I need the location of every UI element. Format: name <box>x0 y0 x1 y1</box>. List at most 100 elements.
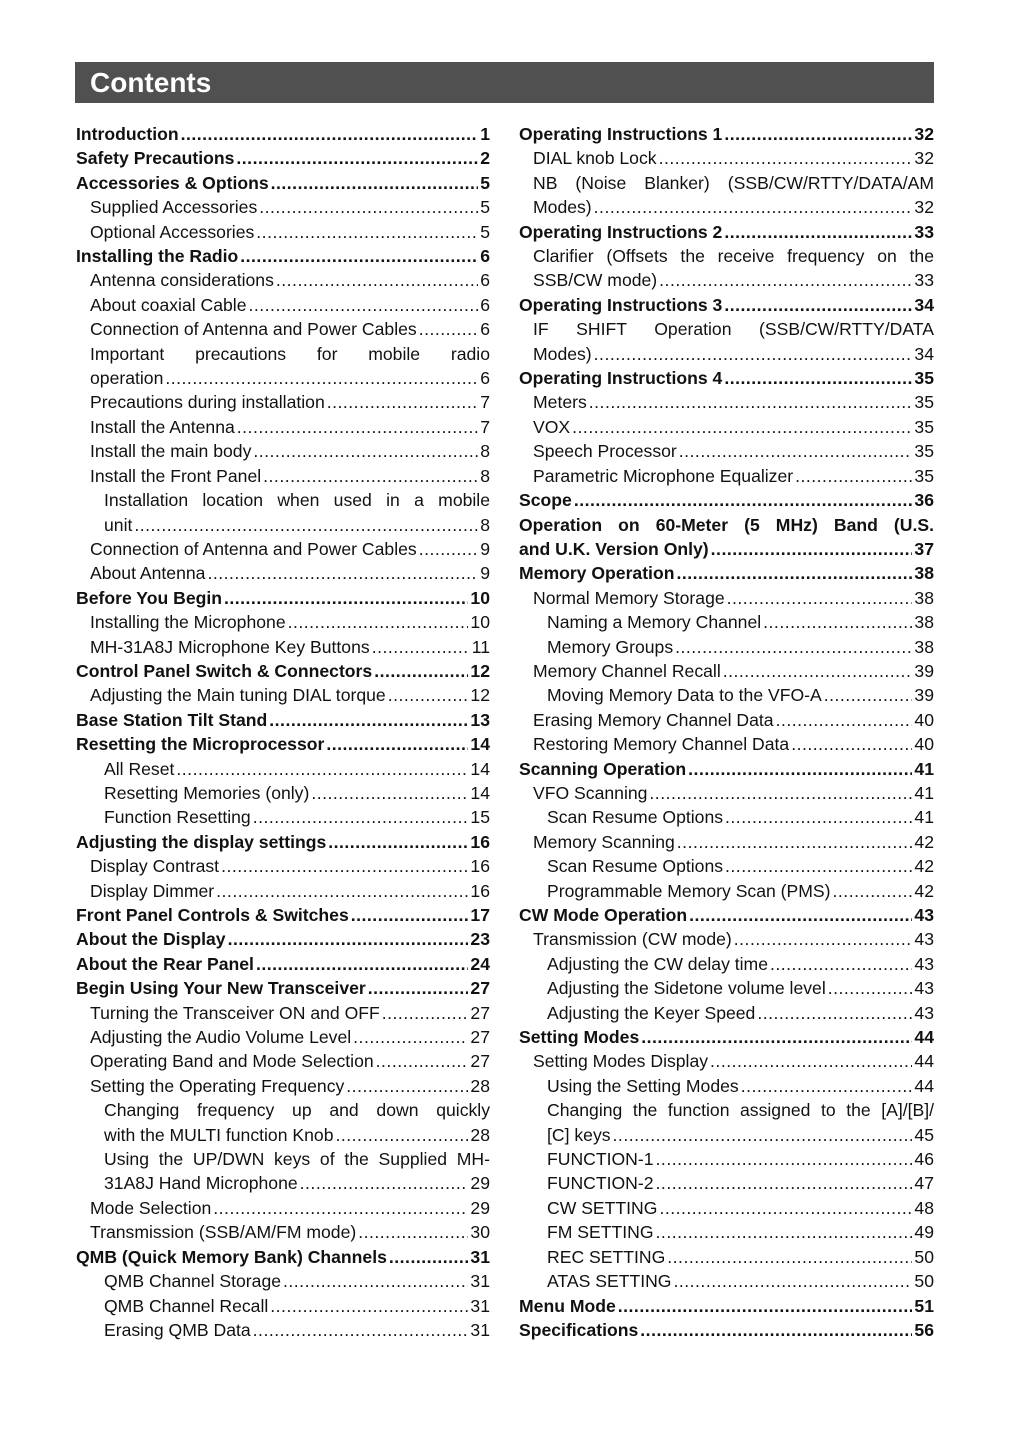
toc-entry[interactable]: Supplied Accessories 5 <box>76 195 490 219</box>
toc-entry[interactable]: FUNCTION-1 46 <box>519 1147 934 1171</box>
toc-entry[interactable]: Using the UP/DWN keys of the Supplied MH… <box>76 1147 490 1196</box>
toc-entry-line: Resetting the Microprocessor 14 <box>76 732 490 756</box>
toc-entry[interactable]: Transmission (CW mode) 43 <box>519 927 934 951</box>
toc-entry[interactable]: Naming a Memory Channel 38 <box>519 610 934 634</box>
toc-entry[interactable]: Installation location when used in a mob… <box>76 488 490 537</box>
toc-entry[interactable]: Scope 36 <box>519 488 934 512</box>
toc-page-number: 9 <box>480 538 490 559</box>
toc-entry[interactable]: Before You Begin 10 <box>76 586 490 610</box>
toc-entry[interactable]: Adjusting the CW delay time 43 <box>519 952 934 976</box>
toc-entry[interactable]: Meters 35 <box>519 390 934 414</box>
toc-entry[interactable]: Operating Instructions 1 32 <box>519 122 934 146</box>
toc-entry[interactable]: Operation on 60-Meter (5 MHz) Band (U.S.… <box>519 513 934 562</box>
toc-entry[interactable]: MH-31A8J Microphone Key Buttons 11 <box>76 635 490 659</box>
toc-entry[interactable]: Operating Instructions 4 35 <box>519 366 934 390</box>
toc-entry[interactable]: Normal Memory Storage 38 <box>519 586 934 610</box>
toc-entry[interactable]: Install the Antenna 7 <box>76 415 490 439</box>
toc-entry[interactable]: Changing frequency up and down quickly wi… <box>76 1098 490 1147</box>
toc-entry[interactable]: Accessories & Options 5 <box>76 171 490 195</box>
toc-entry[interactable]: Parametric Microphone Equalizer 35 <box>519 464 934 488</box>
toc-entry[interactable]: Setting Modes 44 <box>519 1025 934 1049</box>
toc-entry[interactable]: Setting the Operating Frequency 28 <box>76 1074 490 1098</box>
toc-entry[interactable]: Using the Setting Modes 44 <box>519 1074 934 1098</box>
toc-entry[interactable]: About the Rear Panel 24 <box>76 952 490 976</box>
toc-entry[interactable]: Antenna considerations 6 <box>76 268 490 292</box>
toc-entry[interactable]: Turning the Transceiver ON and OFF 27 <box>76 1001 490 1025</box>
toc-entry[interactable]: Transmission (SSB/AM/FM mode) 30 <box>76 1220 490 1244</box>
toc-entry[interactable]: Speech Processor 35 <box>519 439 934 463</box>
toc-entry[interactable]: Scan Resume Options 41 <box>519 805 934 829</box>
toc-entry[interactable]: Programmable Memory Scan (PMS) 42 <box>519 879 934 903</box>
toc-entry[interactable]: Setting Modes Display 44 <box>519 1049 934 1073</box>
toc-entry[interactable]: Connection of Antenna and Power Cables 6 <box>76 317 490 341</box>
toc-entry[interactable]: FM SETTING 49 <box>519 1220 934 1244</box>
toc-entry[interactable]: Front Panel Controls & Switches 17 <box>76 903 490 927</box>
toc-entry-title: Antenna considerations <box>90 270 274 291</box>
toc-entry[interactable]: Installing the Radio 6 <box>76 244 490 268</box>
toc-entry[interactable]: Install the main body 8 <box>76 439 490 463</box>
toc-entry[interactable]: Moving Memory Data to the VFO-A 39 <box>519 683 934 707</box>
toc-entry[interactable]: About Antenna 9 <box>76 561 490 585</box>
toc-entry[interactable]: Adjusting the Main tuning DIAL torque 12 <box>76 683 490 707</box>
toc-entry[interactable]: Optional Accessories 5 <box>76 220 490 244</box>
toc-entry[interactable]: Clarifier (Offsets the receive frequency… <box>519 244 934 293</box>
toc-entry[interactable]: FUNCTION-2 47 <box>519 1171 934 1195</box>
toc-entry[interactable]: QMB (Quick Memory Bank) Channels 31 <box>76 1245 490 1269</box>
toc-entry[interactable]: Begin Using Your New Transceiver 27 <box>76 976 490 1000</box>
toc-entry[interactable]: Display Contrast 16 <box>76 854 490 878</box>
toc-entry[interactable]: Display Dimmer 16 <box>76 879 490 903</box>
toc-entry[interactable]: Control Panel Switch & Connectors 12 <box>76 659 490 683</box>
toc-entry[interactable]: Important precautions for mobile radio op… <box>76 342 490 391</box>
toc-entry[interactable]: Adjusting the Sidetone volume level 43 <box>519 976 934 1000</box>
toc-entry[interactable]: Function Resetting 15 <box>76 805 490 829</box>
toc-entry[interactable]: Restoring Memory Channel Data 40 <box>519 732 934 756</box>
toc-entry[interactable]: CW Mode Operation 43 <box>519 903 934 927</box>
toc-entry-line: Antenna considerations 6 <box>90 268 490 292</box>
toc-entry[interactable]: Operating Instructions 3 34 <box>519 293 934 317</box>
toc-page-number: 42 <box>914 880 934 901</box>
toc-page-number: 56 <box>914 1319 934 1340</box>
toc-entry[interactable]: QMB Channel Recall 31 <box>76 1294 490 1318</box>
toc-entry[interactable]: Erasing Memory Channel Data 40 <box>519 708 934 732</box>
toc-entry[interactable]: VOX 35 <box>519 415 934 439</box>
toc-entry[interactable]: Scanning Operation 41 <box>519 757 934 781</box>
toc-entry[interactable]: Menu Mode 51 <box>519 1294 934 1318</box>
toc-entry[interactable]: Scan Resume Options 42 <box>519 854 934 878</box>
toc-entry[interactable]: Adjusting the Audio Volume Level 27 <box>76 1025 490 1049</box>
toc-entry[interactable]: QMB Channel Storage 31 <box>76 1269 490 1293</box>
toc-entry[interactable]: CW SETTING 48 <box>519 1196 934 1220</box>
toc-entry[interactable]: Base Station Tilt Stand 13 <box>76 708 490 732</box>
toc-entry[interactable]: ATAS SETTING 50 <box>519 1269 934 1293</box>
toc-entry[interactable]: Install the Front Panel 8 <box>76 464 490 488</box>
toc-entry[interactable]: Memory Operation 38 <box>519 561 934 585</box>
toc-entry[interactable]: IF SHIFT Operation (SSB/CW/RTTY/DATA Mode… <box>519 317 934 366</box>
dot-leader <box>221 854 468 878</box>
toc-entry[interactable]: Mode Selection 29 <box>76 1196 490 1220</box>
toc-entry[interactable]: Resetting Memories (only) 14 <box>76 781 490 805</box>
toc-entry[interactable]: VFO Scanning 41 <box>519 781 934 805</box>
toc-entry[interactable]: Erasing QMB Data 31 <box>76 1318 490 1342</box>
toc-entry[interactable]: Changing the function assigned to the [A… <box>519 1098 934 1147</box>
toc-entry[interactable]: REC SETTING 50 <box>519 1245 934 1269</box>
toc-entry[interactable]: Installing the Microphone 10 <box>76 610 490 634</box>
toc-entry[interactable]: About the Display 23 <box>76 927 490 951</box>
toc-entry[interactable]: Memory Channel Recall 39 <box>519 659 934 683</box>
toc-entry[interactable]: NB (Noise Blanker) (SSB/CW/RTTY/DATA/AM M… <box>519 171 934 220</box>
toc-entry[interactable]: Introduction 1 <box>76 122 490 146</box>
toc-entry-title: Modes) <box>533 343 592 364</box>
toc-entry[interactable]: All Reset 14 <box>76 757 490 781</box>
toc-entry[interactable]: Specifications 56 <box>519 1318 934 1342</box>
toc-entry[interactable]: Precautions during installation 7 <box>76 390 490 414</box>
toc-entry[interactable]: Adjusting the Keyer Speed 43 <box>519 1001 934 1025</box>
toc-entry[interactable]: Adjusting the display settings 16 <box>76 830 490 854</box>
toc-entry[interactable]: Memory Scanning 42 <box>519 830 934 854</box>
toc-entry[interactable]: Memory Groups 38 <box>519 635 934 659</box>
toc-entry[interactable]: Resetting the Microprocessor 14 <box>76 732 490 756</box>
toc-entry[interactable]: Connection of Antenna and Power Cables 9 <box>76 537 490 561</box>
toc-entry[interactable]: DIAL knob Lock 32 <box>519 146 934 170</box>
toc-entry[interactable]: Operating Band and Mode Selection 27 <box>76 1049 490 1073</box>
toc-entry-line: About Antenna 9 <box>90 561 490 585</box>
toc-entry[interactable]: About coaxial Cable 6 <box>76 293 490 317</box>
toc-entry[interactable]: Safety Precautions 2 <box>76 146 490 170</box>
toc-entry[interactable]: Operating Instructions 2 33 <box>519 220 934 244</box>
